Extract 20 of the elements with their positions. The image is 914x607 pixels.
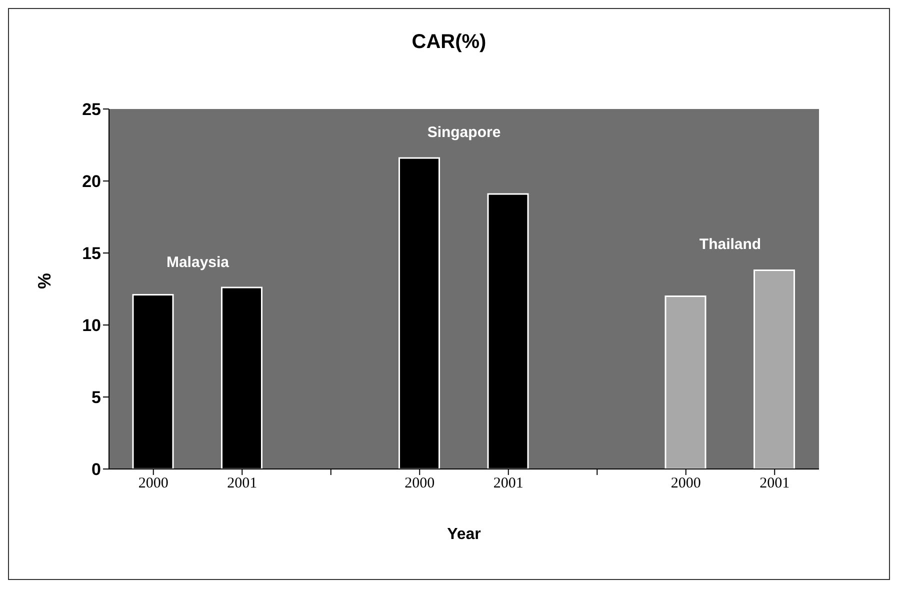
bar <box>754 270 795 469</box>
annotation: Malaysia <box>165 254 230 271</box>
x-tick-label: 2000 <box>670 476 701 492</box>
x-tick-label: 2001 <box>760 476 790 492</box>
y-tick-label: 15 <box>82 244 101 264</box>
x-tick-label: 2001 <box>227 476 258 492</box>
annotation: Singapore <box>426 124 502 141</box>
chart-title: CAR(%) <box>410 31 488 54</box>
y-tick-label: 20 <box>82 172 101 192</box>
bar <box>664 295 706 469</box>
x-tick-label: 2001 <box>493 476 524 492</box>
x-axis-title: Year <box>447 526 481 543</box>
y-tick-label: 0 <box>92 460 101 480</box>
y-tick-label: 25 <box>82 100 101 120</box>
y-tick-label: 5 <box>92 388 101 408</box>
annotation: Thailand <box>698 236 762 254</box>
y-tick-label: 10 <box>82 316 101 336</box>
y-axis-title: % <box>34 272 54 289</box>
x-tick-label: 2000 <box>404 476 435 492</box>
x-tick-label: 2000 <box>138 476 168 492</box>
